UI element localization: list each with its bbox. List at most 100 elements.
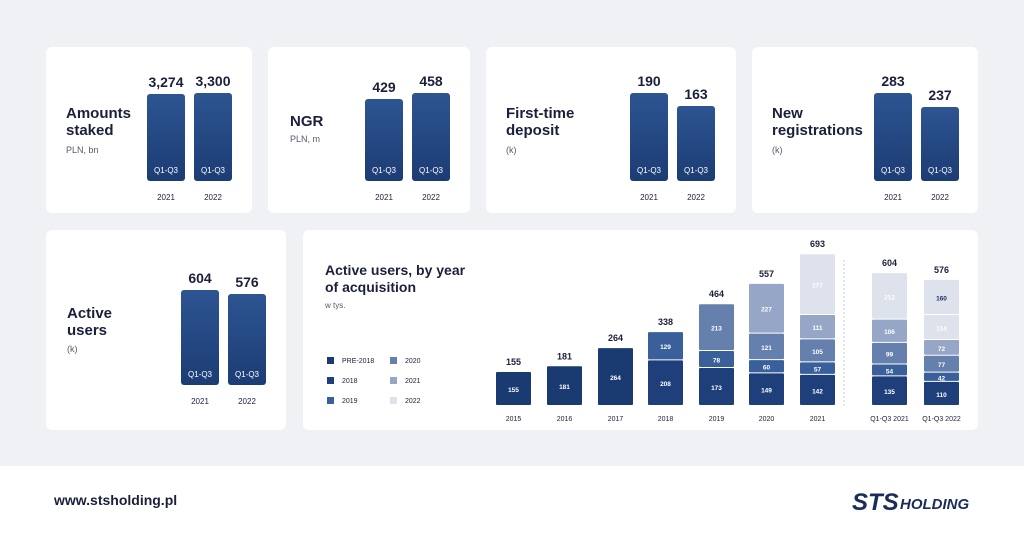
kpi-bar: Q1-Q3 — [874, 93, 912, 181]
sts-logo-icon: STS HOLDING — [852, 489, 969, 516]
stack-segment — [924, 314, 959, 339]
kpi-bar-value: 604 — [188, 270, 212, 286]
stack-segment — [872, 376, 907, 405]
stack-total-label: 181 — [557, 351, 572, 361]
stack-segment — [749, 373, 784, 405]
kpi-bar-year: 2021 — [191, 397, 209, 406]
legend-swatch — [327, 357, 334, 364]
legend-swatch — [390, 377, 397, 384]
stack-segment-label: 129 — [660, 344, 671, 351]
kpi-title: NGR — [290, 113, 324, 130]
kpi-bar-period-label: Q1-Q3 — [234, 369, 259, 379]
stack-segment-label: 110 — [936, 392, 947, 399]
stack-segment-label: 277 — [812, 283, 823, 290]
category-label: 2015 — [506, 416, 522, 423]
stack-segment-label: 142 — [812, 388, 823, 395]
stack-segment — [648, 360, 683, 405]
chart-title: Active users, by year — [325, 262, 466, 278]
website-link[interactable]: www.stsholding.pl — [54, 492, 178, 508]
stack-segment-label: 106 — [884, 329, 895, 336]
kpi-card-active-users: Active users (k) Q1-Q3 604 2021 Q1-Q3 576 202… — [46, 230, 286, 430]
stack-segment — [924, 381, 959, 405]
category-label: Q1-Q3 2021 — [870, 416, 909, 423]
stack-segment-label: 105 — [812, 349, 823, 356]
stack-total-label: 264 — [608, 333, 623, 343]
stack-segment-label: 149 — [761, 388, 772, 395]
chart-title: of acquisition — [325, 279, 416, 295]
kpi-bar-value: 429 — [372, 78, 396, 95]
stack-total-label: 338 — [658, 317, 673, 327]
stack-segment — [699, 368, 734, 405]
stack-segment — [800, 374, 835, 405]
category-label: 2021 — [810, 416, 826, 423]
stack-total-label: 557 — [759, 269, 774, 279]
category-label: 2020 — [759, 416, 775, 423]
kpi-bar-year: 2022 — [238, 397, 256, 406]
stack-total-label: 155 — [506, 357, 521, 367]
kpi-bar-period-label: Q1-Q3 — [636, 166, 661, 175]
kpi-bar: Q1-Q3 — [194, 93, 232, 181]
stack-segment — [598, 348, 633, 405]
kpi-bar-period-label: Q1-Q3 — [880, 166, 905, 175]
kpi-bar-value: 190 — [637, 73, 661, 89]
kpi-title: Active users — [67, 305, 113, 339]
stack-segment-label: 160 — [936, 295, 947, 302]
stack-segment — [496, 372, 531, 405]
stack-segment — [924, 279, 959, 314]
kpi-bar-value: 3,274 — [148, 73, 184, 90]
category-label: 2019 — [709, 416, 725, 423]
stack-total-label: 576 — [934, 265, 949, 275]
stack-segment — [872, 319, 907, 342]
kpi-bar-period-label: Q1-Q3 — [927, 165, 952, 175]
active-users-by-acquisition-card: Active users, by year of acquisition w tys… — [303, 230, 978, 430]
legend-label: PRE-2018 — [342, 358, 374, 365]
legend-label: 2020 — [405, 358, 421, 365]
stack-segment-label: 72 — [938, 346, 946, 353]
stack-segment-label: 114 — [936, 325, 947, 332]
kpi-bar-year: 2022 — [422, 193, 440, 202]
stack-segment-label: 54 — [886, 368, 894, 375]
kpi-bar-year: 2021 — [640, 193, 658, 202]
kpi-bar: Q1-Q3 — [228, 294, 266, 385]
legend-label: 2018 — [342, 378, 358, 385]
chart-subtitle: w tys. — [324, 301, 345, 310]
stack-segment — [699, 304, 734, 350]
stack-segment — [800, 362, 835, 374]
stack-segment-label: 264 — [610, 375, 621, 382]
logo-mark: STS — [852, 489, 899, 516]
kpi-bar-value: 283 — [881, 73, 905, 89]
kpi-bar-period-label: Q1-Q3 — [371, 165, 396, 175]
kpi-bar-year: 2022 — [931, 193, 949, 202]
kpi-bar-period-label: Q1-Q3 — [187, 370, 212, 379]
stack-segment — [699, 350, 734, 368]
stack-segment — [749, 360, 784, 373]
category-label: 2017 — [608, 416, 624, 423]
stack-segment-label: 181 — [559, 384, 570, 391]
kpi-card-first-time-deposit: First-time deposit (k) Q1-Q3 190 2021 Q1-Q3… — [486, 47, 736, 213]
stack-segment — [924, 339, 959, 355]
stack-total-label: 464 — [709, 289, 724, 299]
legend-swatch — [390, 357, 397, 364]
stack-segment-label: 227 — [761, 307, 772, 314]
kpi-bar-value: 576 — [235, 274, 259, 291]
kpi-bar-value: 3,300 — [195, 73, 231, 89]
stack-segment — [924, 355, 959, 372]
stack-segment-label: 99 — [886, 352, 894, 359]
legend-label: 2021 — [405, 378, 421, 385]
stack-segment-label: 208 — [660, 381, 671, 388]
logo-text: HOLDING — [900, 496, 969, 513]
sts-holding-logo: STS HOLDING — [852, 488, 972, 521]
stack-segment-label: 60 — [763, 365, 771, 372]
kpi-bar-year: 2021 — [157, 193, 175, 202]
stack-segment-label: 42 — [938, 375, 946, 382]
kpi-bar-period-label: Q1-Q3 — [683, 165, 708, 175]
category-label: 2016 — [557, 416, 573, 423]
stack-segment-label: 135 — [884, 389, 895, 396]
stack-segment-label: 77 — [938, 362, 946, 369]
kpi-bar-year: 2021 — [884, 193, 902, 202]
stack-segment — [749, 333, 784, 360]
legend-swatch — [327, 397, 334, 404]
stack-total-label: 693 — [810, 239, 825, 249]
stack-segment-label: 212 — [884, 294, 895, 301]
stack-segment — [800, 314, 835, 339]
